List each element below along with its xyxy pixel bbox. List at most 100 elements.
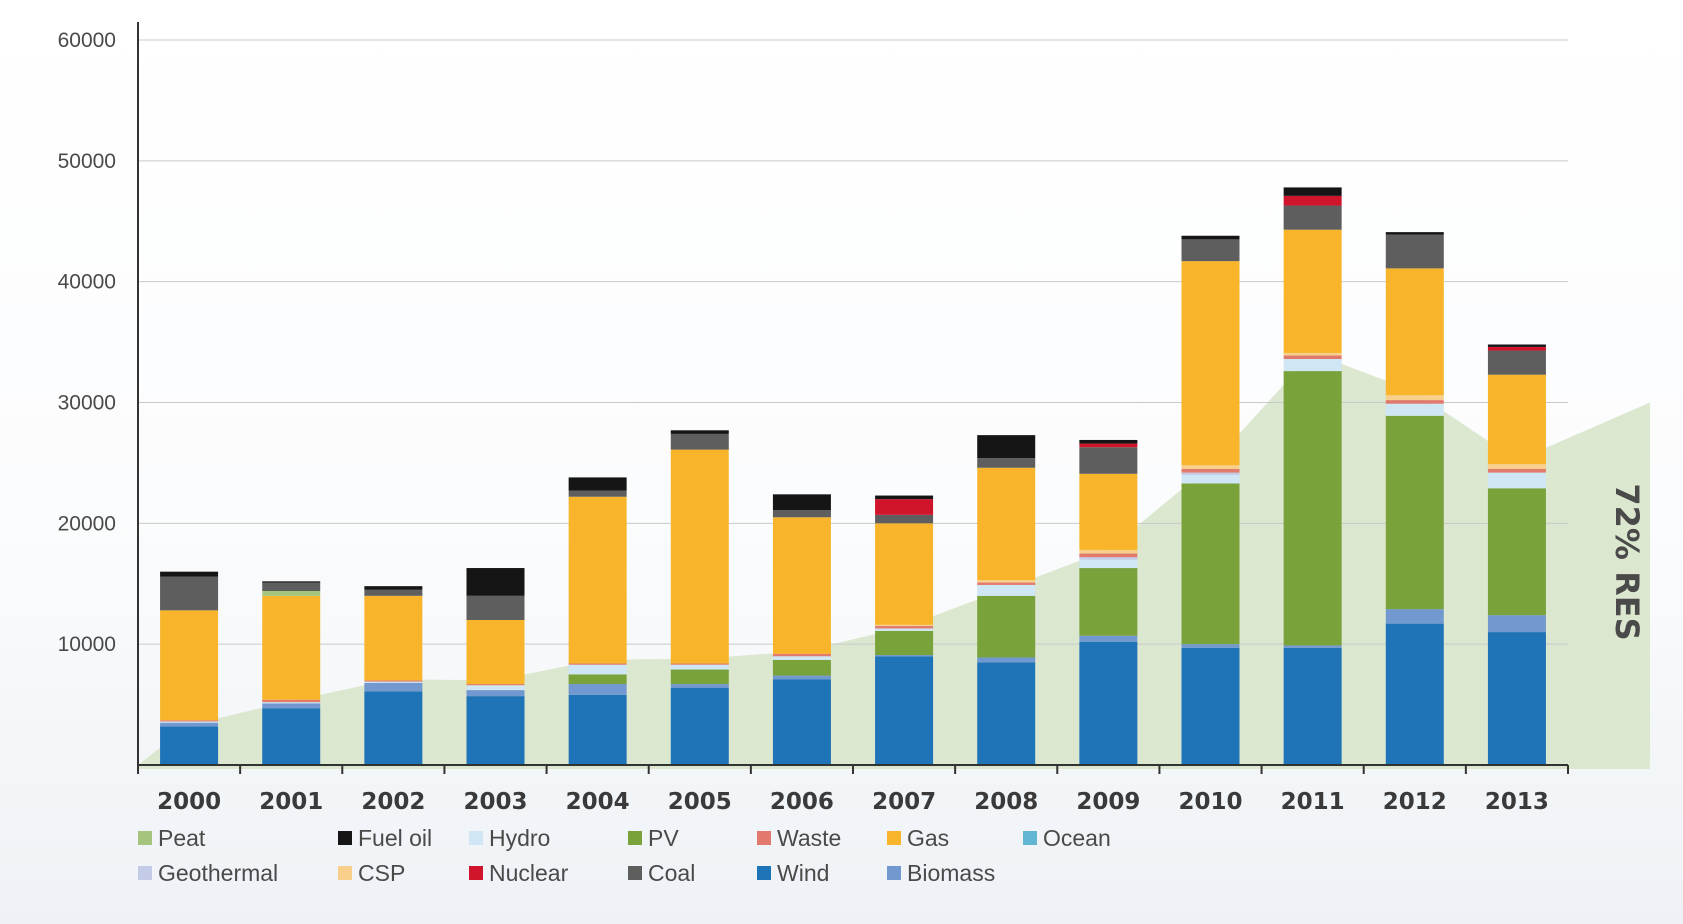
bar-segment-coal	[160, 576, 219, 611]
bar-segment-wind	[1181, 647, 1240, 765]
bar-segment-gas	[977, 467, 1036, 581]
bar-segment-geothermal	[1079, 557, 1138, 560]
bar-segment-biomass	[364, 682, 423, 692]
bar-segment-waste	[1181, 468, 1240, 473]
bar-segment-fuel-oil	[875, 495, 934, 500]
y-tick-label: 50000	[58, 150, 116, 173]
bar-segment-geothermal	[1181, 472, 1240, 475]
bar-segment-biomass	[772, 675, 831, 680]
bar-segment-gas	[1283, 229, 1342, 353]
bar-segment-fuel-oil	[977, 435, 1036, 459]
bar-segment-nuclear	[1283, 195, 1342, 206]
legend-swatch-gas	[887, 831, 901, 845]
bar-segment-coal	[364, 589, 423, 596]
legend-label: Nuclear	[489, 860, 569, 886]
legend-label: Hydro	[489, 825, 550, 851]
bar-segment-hydro	[1079, 559, 1138, 569]
x-tick-label: 2002	[361, 789, 425, 815]
bar-segment-fuel-oil	[670, 430, 729, 434]
bar-segment-coal	[1283, 205, 1342, 230]
bar-segment-coal	[466, 595, 525, 620]
bar-segment-gas	[875, 523, 934, 625]
bar-segment-waste	[262, 699, 321, 703]
bar-segment-gas	[1487, 374, 1546, 465]
bar-segment-wind	[670, 687, 729, 765]
bar-segment-nuclear	[1079, 443, 1138, 448]
y-tick-label: 10000	[58, 633, 116, 656]
bar-segment-gas	[568, 496, 627, 664]
res-share-annotation: 72% RES	[1608, 483, 1646, 640]
x-tick-label: 2003	[463, 789, 527, 815]
bar-segment-hydro	[772, 656, 831, 660]
bar-segment-coal	[1385, 234, 1444, 269]
legend-label: PV	[648, 825, 679, 851]
bar-segment-fuel-oil	[1385, 232, 1444, 235]
y-tick-label: 20000	[58, 512, 116, 535]
bar-segment-coal	[670, 433, 729, 450]
bar-segment-biomass	[977, 657, 1036, 663]
legend-swatch-waste	[757, 831, 771, 845]
bar-segment-fuel-oil	[1283, 187, 1342, 196]
bar-segment-biomass	[1283, 645, 1342, 648]
bar-segment-biomass	[1487, 615, 1546, 633]
legend-swatch-biomass	[887, 866, 901, 880]
bar-segment-coal	[568, 490, 627, 497]
bar-segment-pv	[977, 595, 1036, 658]
bar-segment-csp	[1385, 395, 1444, 401]
bar-segment-fuel-oil	[1079, 439, 1138, 444]
x-tick-label: 2004	[566, 789, 630, 815]
bar-segment-gas	[160, 610, 219, 721]
bar-segment-wind	[160, 726, 219, 765]
bar-segment-hydro	[364, 681, 423, 683]
bar-segment-gas	[466, 620, 525, 685]
bar-segment-csp	[1283, 352, 1342, 356]
bar-segment-waste	[1079, 553, 1138, 558]
x-tick-label: 2008	[974, 789, 1038, 815]
x-tick-label: 2009	[1076, 789, 1140, 815]
bar-segment-gas	[1079, 473, 1138, 550]
legend-swatch-peat	[138, 831, 152, 845]
bar-segment-fuel-oil	[1181, 235, 1240, 240]
bar-segment-biomass	[1079, 635, 1138, 642]
bar-segment-pv	[1385, 415, 1444, 610]
bar-segment-gas	[1181, 261, 1240, 466]
bar-segment-fuel-oil	[160, 571, 219, 577]
bar-segment-hydro	[1385, 403, 1444, 416]
bar-segment-wind	[1079, 641, 1138, 765]
bar-segment-coal	[1079, 447, 1138, 474]
bar-segment-hydro	[875, 628, 934, 631]
x-tick-label: 2011	[1281, 789, 1345, 815]
bar-segment-csp	[1079, 549, 1138, 554]
bar-segment-gas	[364, 595, 423, 681]
bar-segment-hydro	[568, 664, 627, 675]
bar-segment-pv	[875, 630, 934, 656]
bar-segment-biomass	[1181, 644, 1240, 648]
bar-segment-fuel-oil	[262, 581, 321, 583]
bar-segment-csp	[1487, 464, 1546, 469]
bar-segment-waste	[1487, 468, 1546, 473]
legend-swatch-wind	[757, 866, 771, 880]
bar-segment-hydro	[262, 702, 321, 704]
y-tick-label: 40000	[58, 271, 116, 294]
bar-segment-waste	[772, 653, 831, 657]
legend-label: Coal	[648, 860, 695, 886]
bar-segment-waste	[160, 720, 219, 722]
x-tick-label: 2012	[1383, 789, 1447, 815]
legend-label: Geothermal	[158, 860, 278, 886]
bar-segment-biomass	[875, 655, 934, 657]
x-tick-label: 2010	[1178, 789, 1242, 815]
bar-segment-fuel-oil	[466, 568, 525, 596]
bar-segment-biomass	[262, 703, 321, 709]
bar-segment-gas	[1385, 268, 1444, 396]
bar-segment-fuel-oil	[568, 477, 627, 491]
bar-segment-peat	[262, 591, 321, 596]
legend-label: Peat	[158, 825, 206, 851]
bar-segment-waste	[670, 663, 729, 665]
legend-label: CSP	[358, 860, 405, 886]
legend-label: Fuel oil	[358, 825, 432, 851]
bar-segment-coal	[1487, 350, 1546, 375]
bar-segment-wind	[262, 708, 321, 765]
bar-segment-coal	[772, 510, 831, 518]
